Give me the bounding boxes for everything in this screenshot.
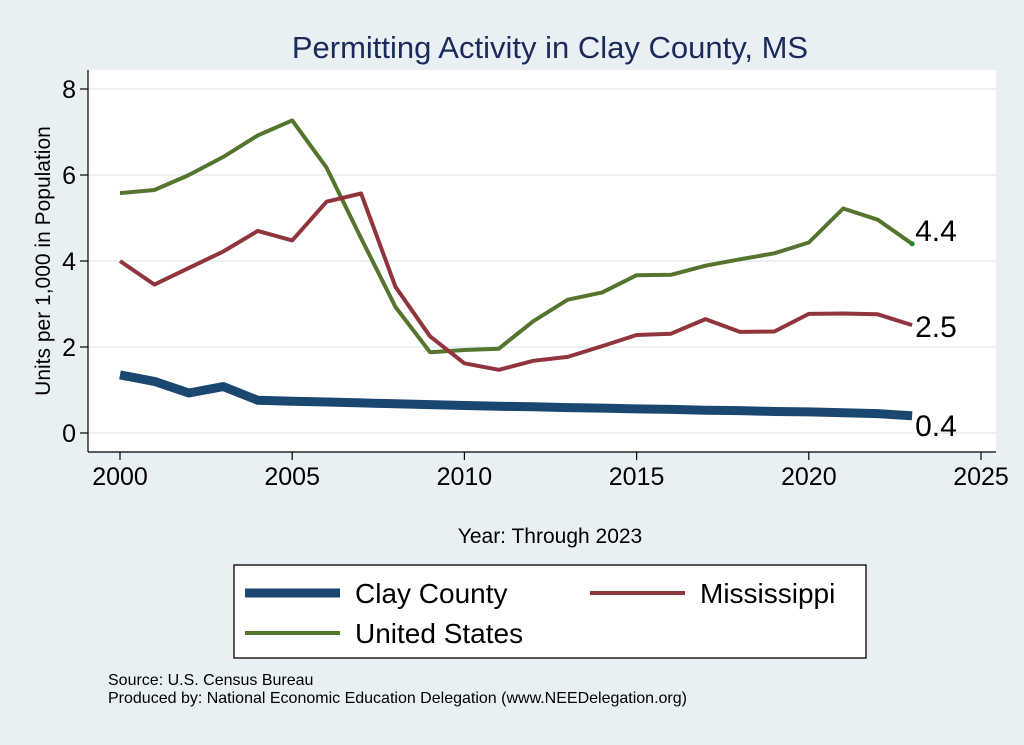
x-tick-label-1: 2005 [264, 463, 320, 491]
series-line-united-states [119, 118, 914, 355]
x-ticks: 2000 2005 2010 2015 2020 2025 [92, 452, 1009, 491]
legend-box [233, 564, 867, 659]
series-lines [118, 118, 914, 421]
legend-label-united-states: United States [355, 618, 523, 649]
x-tick-label-3: 2015 [609, 463, 665, 491]
legend-label-clay-county: Clay County [355, 578, 508, 609]
end-label-mississippi: 2.5 [915, 311, 957, 344]
x-tick-label-5: 2025 [953, 463, 1009, 491]
y-axis-label: Units per 1,000 in Population [32, 126, 55, 396]
y-tick-label-4: 8 [62, 76, 76, 104]
x-tick-label-2: 2010 [437, 463, 493, 491]
y-ticks: 0 2 4 6 8 [62, 76, 88, 448]
series-line-mississippi [118, 191, 913, 372]
end-label-clay-county: 0.4 [915, 410, 957, 443]
series-line-clay-county [119, 370, 913, 421]
source-note: Source: U.S. Census Bureau [108, 672, 314, 689]
y-tick-label-3: 6 [62, 162, 76, 190]
end-labels: 0.4 2.5 4.4 [909, 215, 957, 443]
gridlines [88, 88, 996, 434]
y-tick-label-0: 0 [62, 420, 76, 448]
x-axis-label: Year: Through 2023 [458, 525, 643, 548]
producer-note: Produced by: National Economic Education… [108, 690, 687, 707]
x-tick-label-4: 2020 [781, 463, 837, 491]
y-tick-label-2: 4 [62, 248, 76, 276]
y-tick-label-1: 2 [62, 334, 76, 362]
end-marker-united-states [909, 241, 915, 247]
x-tick-label-0: 2000 [92, 463, 148, 491]
chart-title: Permitting Activity in Clay County, MS [292, 30, 808, 65]
end-label-united-states: 4.4 [915, 215, 957, 248]
legend: Clay County Mississippi United States [233, 564, 867, 659]
legend-label-mississippi: Mississippi [700, 578, 835, 609]
